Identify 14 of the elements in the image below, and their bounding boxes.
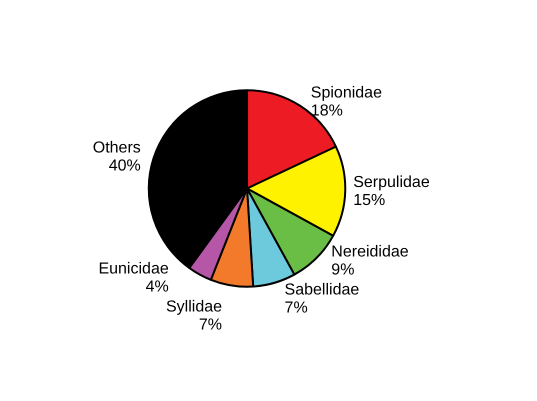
- slice-label: Others: [92, 139, 141, 156]
- slice-label: Sabellidae: [284, 281, 360, 298]
- slice-label: Eunicidae: [98, 260, 169, 278]
- data-label: 40%: [108, 157, 141, 174]
- slice-label: Nereididae: [331, 243, 409, 260]
- data-label: 18%: [310, 102, 343, 120]
- data-label: 9%: [331, 261, 354, 278]
- slice-label: Syllidae: [166, 298, 222, 316]
- data-label: 7%: [284, 299, 308, 316]
- slice-label: Serpulidae: [353, 174, 430, 192]
- data-label: 7%: [198, 316, 222, 334]
- slice-label: Spionidae: [310, 84, 382, 102]
- data-label: 15%: [353, 192, 386, 210]
- data-label: 4%: [146, 278, 169, 296]
